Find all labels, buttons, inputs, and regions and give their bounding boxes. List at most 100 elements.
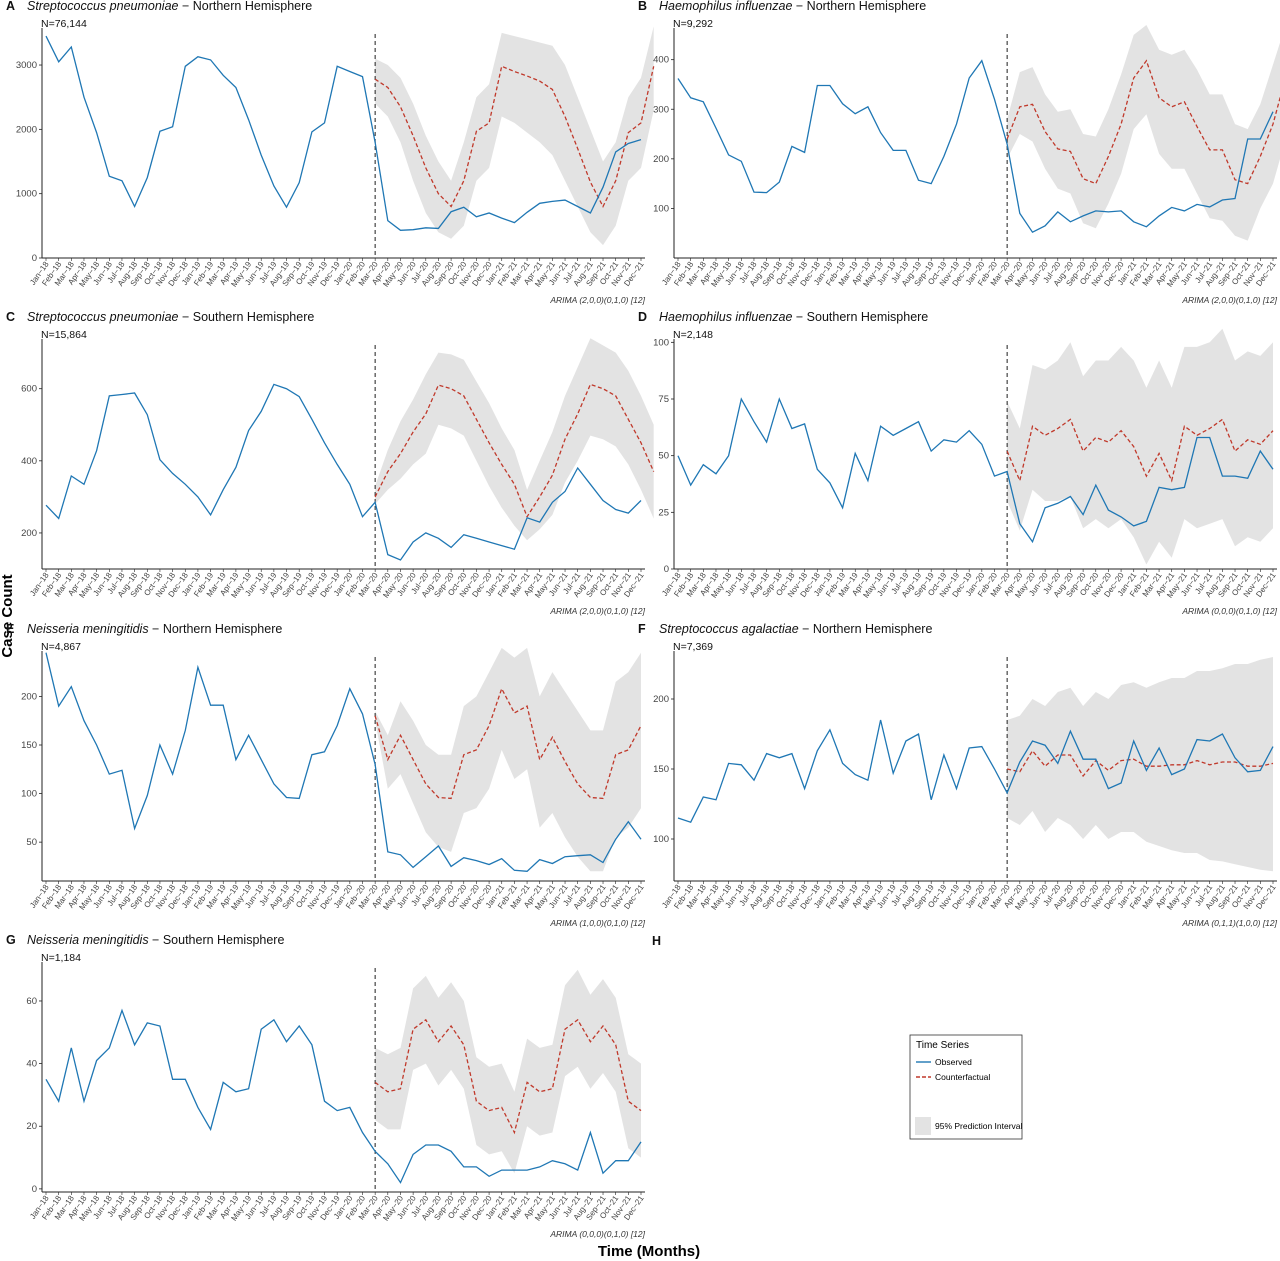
panel-a-letter: A — [6, 0, 15, 13]
panel-f-ytick-label: 150 — [653, 764, 669, 775]
panel-d-counterfactual-line — [1006, 418, 1274, 483]
panel-g-prediction-band — [375, 969, 641, 1174]
legend-observed-label: Observed — [935, 1057, 972, 1067]
panel-c-prediction-band — [375, 338, 654, 541]
y-axis-title: Case Count — [0, 574, 16, 657]
panel-e-ytick-label: 150 — [21, 740, 37, 751]
panel-c-n: N=15,864 — [41, 329, 87, 341]
panel-e-title: Neisseria meningitidis − Northern Hemisp… — [27, 622, 282, 636]
panel-a: A Streptococcus pneumoniae − Northern Hem… — [6, 0, 655, 305]
panel-d-title: Haemophilus influenzae − Southern Hemisp… — [659, 310, 928, 324]
panel-d-organism: Haemophilus influenzae — [659, 310, 792, 324]
panel-b: B Haemophilus influenzae − Northern Hemis… — [638, 0, 1280, 305]
panel-f-model-caption: ARIMA (0,1,1)(1,0,0) [12] — [1181, 918, 1277, 928]
panel-b-ytick-label: 400 — [653, 55, 669, 66]
panel-f-title: Streptococcus agalactiae − Northern Hemi… — [659, 622, 932, 636]
panel-a-observed-line — [45, 35, 642, 231]
legend: Time Series Observed Counterfactual 95% … — [909, 1034, 1023, 1140]
panel-e-counterfactual-line — [374, 687, 642, 800]
panel-g-observed-line — [45, 1008, 642, 1184]
panel-e-ytick-label: 200 — [21, 691, 37, 702]
panel-g-title: Neisseria meningitidis − Southern Hemisp… — [27, 933, 284, 947]
panel-f-observed-line — [677, 719, 1274, 823]
panel-b-prediction-band — [1007, 25, 1280, 241]
panel-c-region: − Southern Hemisphere — [178, 310, 314, 324]
panel-a-ytick-label: 2000 — [16, 124, 37, 135]
panel-d-prediction-band — [1007, 328, 1273, 565]
panel-c-letter: C — [6, 310, 15, 324]
panel-b-model-caption: ARIMA (2,0,0)(0,1,0) [12] — [1181, 295, 1277, 305]
legend-title: Time Series — [916, 1040, 969, 1051]
panel-a-region: − Northern Hemisphere — [178, 0, 312, 13]
panel-a-title: Streptococcus pneumoniae − Northern Hemi… — [27, 0, 312, 13]
panel-b-region: − Northern Hemisphere — [792, 0, 926, 13]
panel-f: F Streptococcus agalactiae − Northern Hem… — [638, 622, 1278, 928]
panel-b-letter: B — [638, 0, 647, 13]
panel-d-letter: D — [638, 310, 647, 324]
panel-g-ytick-label: 0 — [32, 1184, 37, 1195]
panel-c-organism: Streptococcus pneumoniae — [27, 310, 179, 324]
panel-a-prediction-band — [375, 26, 654, 246]
panel-e-organism: Neisseria meningitidis — [27, 622, 149, 636]
panel-d-n: N=2,148 — [673, 329, 713, 341]
panel-d-model-caption: ARIMA (0,0,0)(0,1,0) [12] — [1181, 606, 1277, 616]
panel-h-letter: H — [652, 934, 661, 948]
panel-f-letter: F — [638, 622, 646, 636]
panel-b-ytick-label: 200 — [653, 154, 669, 165]
panel-g-model-caption: ARIMA (0,0,0)(0,1,0) [12] — [549, 1229, 645, 1239]
panel-g-counterfactual-line — [374, 1018, 642, 1135]
panel-d-observed-line — [677, 397, 1274, 544]
panel-g-letter: G — [6, 933, 16, 947]
panel-e-prediction-band — [375, 647, 641, 872]
panel-g-n: N=1,184 — [41, 952, 81, 964]
panel-a-model-caption: ARIMA (2,0,0)(0,1,0) [12] — [549, 295, 645, 305]
panel-a-organism: Streptococcus pneumoniae — [27, 0, 179, 13]
panel-f-n: N=7,369 — [673, 641, 713, 653]
panel-g-ytick-label: 40 — [26, 1059, 37, 1070]
panel-d-ytick-label: 0 — [664, 564, 669, 575]
panel-f-ytick-label: 100 — [653, 834, 669, 845]
panel-c: C Streptococcus pneumoniae − Southern Hem… — [6, 310, 655, 616]
legend-interval-swatch — [915, 1117, 931, 1135]
panel-f-organism: Streptococcus agalactiae — [659, 622, 799, 636]
panel-g: G Neisseria meningitidis − Southern Hemis… — [6, 933, 646, 1239]
panel-e-ytick-label: 100 — [21, 789, 37, 800]
panel-a-ytick-label: 1000 — [16, 189, 37, 200]
panel-a-ytick-label: 0 — [32, 253, 37, 264]
panel-g-ytick-label: 60 — [26, 996, 37, 1007]
panel-c-observed-line — [45, 383, 642, 561]
panel-d-ytick-label: 75 — [658, 394, 669, 405]
panel-g-region: − Southern Hemisphere — [149, 933, 285, 947]
panel-d-ytick-label: 25 — [658, 507, 669, 518]
panel-f-prediction-band — [1007, 657, 1273, 872]
panels: A Streptococcus pneumoniae − Northern Hem… — [6, 0, 1280, 1239]
panel-f-ytick-label: 200 — [653, 694, 669, 705]
panel-a-n: N=76,144 — [41, 18, 87, 30]
panel-c-ytick-label: 200 — [21, 528, 37, 539]
panel-e-n: N=4,867 — [41, 641, 81, 653]
legend-counterfactual-label: Counterfactual — [935, 1072, 990, 1082]
panel-b-ytick-label: 100 — [653, 203, 669, 214]
panel-f-region: − Northern Hemisphere — [799, 622, 933, 636]
legend-interval-label: 95% Prediction Interval — [935, 1121, 1023, 1131]
panel-g-ytick-label: 20 — [26, 1121, 37, 1132]
panel-d: D Haemophilus influenzae − Southern Hemis… — [638, 310, 1278, 616]
panel-e-ytick-label: 50 — [26, 837, 37, 848]
panel-b-title: Haemophilus influenzae − Northern Hemisp… — [659, 0, 926, 13]
x-axis-title: Time (Months) — [598, 1243, 700, 1260]
panel-c-counterfactual-line — [374, 383, 655, 519]
panel-b-observed-line — [677, 59, 1274, 234]
panel-b-ytick-label: 300 — [653, 104, 669, 115]
panel-c-ytick-label: 600 — [21, 384, 37, 395]
panel-a-counterfactual-line — [374, 65, 655, 208]
panel-d-region: − Southern Hemisphere — [792, 310, 928, 324]
panel-f-counterfactual-line — [1006, 749, 1274, 778]
panel-e-region: − Northern Hemisphere — [149, 622, 283, 636]
panel-g-organism: Neisseria meningitidis — [27, 933, 149, 947]
panel-c-model-caption: ARIMA (2,0,0)(0,1,0) [12] — [549, 606, 645, 616]
panel-e-letter: E — [6, 622, 14, 636]
panel-e-observed-line — [45, 652, 642, 872]
panel-b-n: N=9,292 — [673, 18, 713, 30]
panel-e-model-caption: ARIMA (1,0,0)(0,1,0) [12] — [549, 918, 645, 928]
